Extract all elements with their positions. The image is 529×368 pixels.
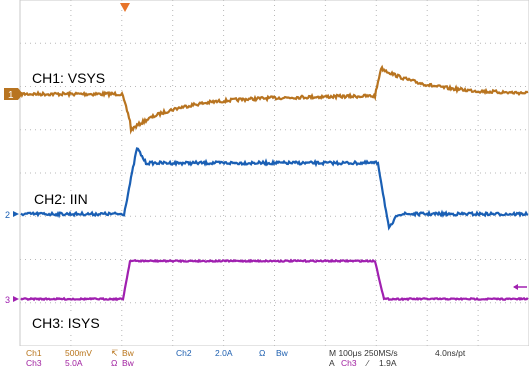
ch2-iin-trace <box>20 147 529 231</box>
ch3-waveform-label: CH3: ISYS <box>31 315 101 331</box>
ch3-name: Ch3 <box>26 358 42 368</box>
ch1-coupling-icon: ↸ <box>111 348 119 358</box>
ch2-waveform-label: CH2: IIN <box>33 191 89 207</box>
ch1-bandwidth: Bw <box>122 348 134 358</box>
ch3-scale: 5.0A <box>65 358 83 368</box>
resolution-readout: 4.0ns/pt <box>435 348 466 358</box>
svg-text:2: 2 <box>5 210 10 220</box>
ch1-waveform-label: CH1: VSYS <box>31 70 107 86</box>
svg-text:3: 3 <box>5 295 10 305</box>
ch2-scale: 2.0A <box>215 348 233 358</box>
ch2-name: Ch2 <box>176 348 192 358</box>
waveform-screen: 1 2 3 <box>4 0 529 346</box>
ch3-isys-trace <box>20 258 529 302</box>
ch1-ground-marker: 1 <box>4 88 23 101</box>
trigger-level: 1.9A <box>379 358 397 368</box>
trigger-level-icon <box>513 284 527 290</box>
ch1-name: Ch1 <box>26 348 42 358</box>
trigger-position-icon <box>120 3 130 12</box>
ch3-ground-marker: 3 <box>5 295 19 305</box>
svg-text:1: 1 <box>8 90 14 101</box>
timebase-readout: M 100μs 250MS/s <box>329 348 398 358</box>
ch1-vsys-trace <box>19 64 529 135</box>
status-bar: Ch1 500mV ↸ Bw Ch2 2.0A Ω Bw Ch3 5.0A Ω … <box>0 346 529 368</box>
trigger-slope-icon: ∕ <box>367 358 369 368</box>
graticule-grid <box>19 0 529 346</box>
ch2-ground-marker: 2 <box>5 210 19 220</box>
ch3-coupling-icon: Ω <box>111 358 118 368</box>
ch3-bandwidth: Bw <box>122 358 134 368</box>
trigger-source: Ch3 <box>341 358 357 368</box>
ch2-coupling-icon: Ω <box>259 348 266 358</box>
trigger-prefix: A <box>329 358 335 368</box>
ch2-bandwidth: Bw <box>276 348 288 358</box>
ch1-scale: 500mV <box>65 348 92 358</box>
channel-markers: 1 2 3 <box>4 3 527 305</box>
